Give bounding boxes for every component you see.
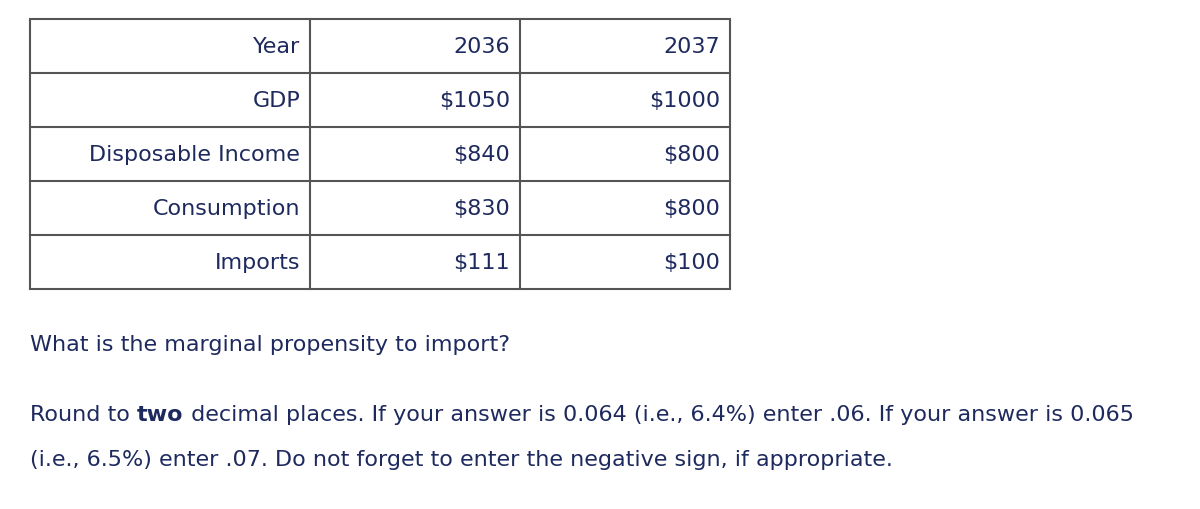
Bar [30, 20, 730, 290]
Text: $830: $830 [454, 199, 510, 218]
Text: $1050: $1050 [439, 91, 510, 111]
Text: What is the marginal propensity to import?: What is the marginal propensity to impor… [30, 334, 510, 354]
Text: Round to: Round to [30, 404, 137, 424]
Text: $840: $840 [454, 145, 510, 165]
Text: $111: $111 [454, 252, 510, 272]
Text: (i.e., 6.5%) enter .07. Do not forget to enter the negative sign, if appropriate: (i.e., 6.5%) enter .07. Do not forget to… [30, 449, 893, 469]
Text: $100: $100 [664, 252, 720, 272]
Text: $1000: $1000 [649, 91, 720, 111]
Text: $800: $800 [664, 199, 720, 218]
Text: 2036: 2036 [454, 37, 510, 57]
Text: two: two [137, 404, 184, 424]
Text: $800: $800 [664, 145, 720, 165]
Text: Consumption: Consumption [152, 199, 300, 218]
Text: 2037: 2037 [664, 37, 720, 57]
Text: Disposable Income: Disposable Income [89, 145, 300, 165]
Text: Imports: Imports [215, 252, 300, 272]
Text: decimal places. If your answer is 0.064 (i.e., 6.4%) enter .06. If your answer i: decimal places. If your answer is 0.064 … [184, 404, 1134, 424]
Text: Year: Year [253, 37, 300, 57]
Text: GDP: GDP [252, 91, 300, 111]
